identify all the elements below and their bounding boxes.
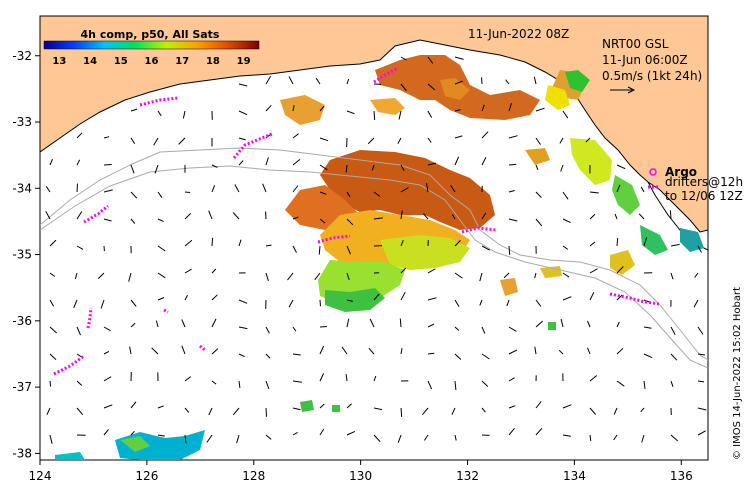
- x-tick-label: 130: [349, 469, 372, 483]
- x-tick-label: 132: [456, 469, 479, 483]
- drifters-label-1: drifters@12h: [665, 175, 743, 189]
- y-tick-label: -38: [12, 446, 32, 460]
- y-tick-label: -37: [12, 380, 32, 394]
- colorbar-tick-label: 13: [52, 56, 66, 67]
- current-arrow: [400, 319, 401, 327]
- current-arrow: [266, 408, 267, 417]
- x-tick-label: 124: [29, 469, 52, 483]
- current-arrow: [428, 353, 434, 354]
- current-source-label: NRT00 GSL: [602, 37, 669, 51]
- current-arrow: [212, 238, 213, 246]
- colorbar-tick-label: 18: [206, 56, 220, 67]
- x-tick-label: 136: [670, 469, 693, 483]
- current-arrow: [50, 381, 51, 387]
- colorbar-tick-label: 17: [175, 56, 189, 67]
- credit-text: © IMOS 14-Jun-2022 15:02 Hobart: [732, 287, 743, 460]
- colorbar-tick-label: 14: [83, 56, 97, 67]
- current-arrow: [77, 184, 78, 192]
- y-tick-label: -35: [12, 248, 32, 262]
- date-label: 11-Jun-2022 08Z: [468, 27, 569, 41]
- current-time-label: 11-Jun 06:00Z: [602, 53, 688, 67]
- colorbar-tick-label: 19: [237, 56, 251, 67]
- current-arrow: [509, 164, 516, 165]
- current-arrow: [185, 192, 190, 193]
- current-arrow: [670, 210, 671, 219]
- y-tick-label: -36: [12, 314, 32, 328]
- current-arrow: [401, 408, 402, 417]
- current-arrow: [104, 165, 112, 166]
- y-axis: -32 -33 -34 -35 -36 -37 -38: [12, 49, 40, 461]
- x-tick-label: 128: [242, 469, 265, 483]
- scale-label: 0.5m/s (1kt 24h): [602, 69, 702, 83]
- current-arrow: [617, 238, 618, 246]
- current-arrow: [374, 111, 375, 120]
- x-tick-label: 126: [135, 469, 158, 483]
- colorbar-tick-label: 15: [114, 56, 128, 67]
- current-arrow: [320, 300, 321, 306]
- current-arrow: [509, 246, 510, 255]
- current-arrow: [320, 327, 327, 328]
- x-tick-label: 134: [563, 469, 586, 483]
- colorbar-title: 4h comp, p50, All Sats: [81, 28, 220, 41]
- colorbar-tick-label: 16: [145, 56, 159, 67]
- y-tick-label: -34: [12, 181, 32, 195]
- x-axis: 124 126 128 130 132 134 136: [29, 460, 693, 483]
- y-tick-label: -33: [12, 115, 32, 129]
- drifters-label-2: to 12/06 12Z: [665, 189, 743, 203]
- y-tick-label: -32: [12, 49, 32, 63]
